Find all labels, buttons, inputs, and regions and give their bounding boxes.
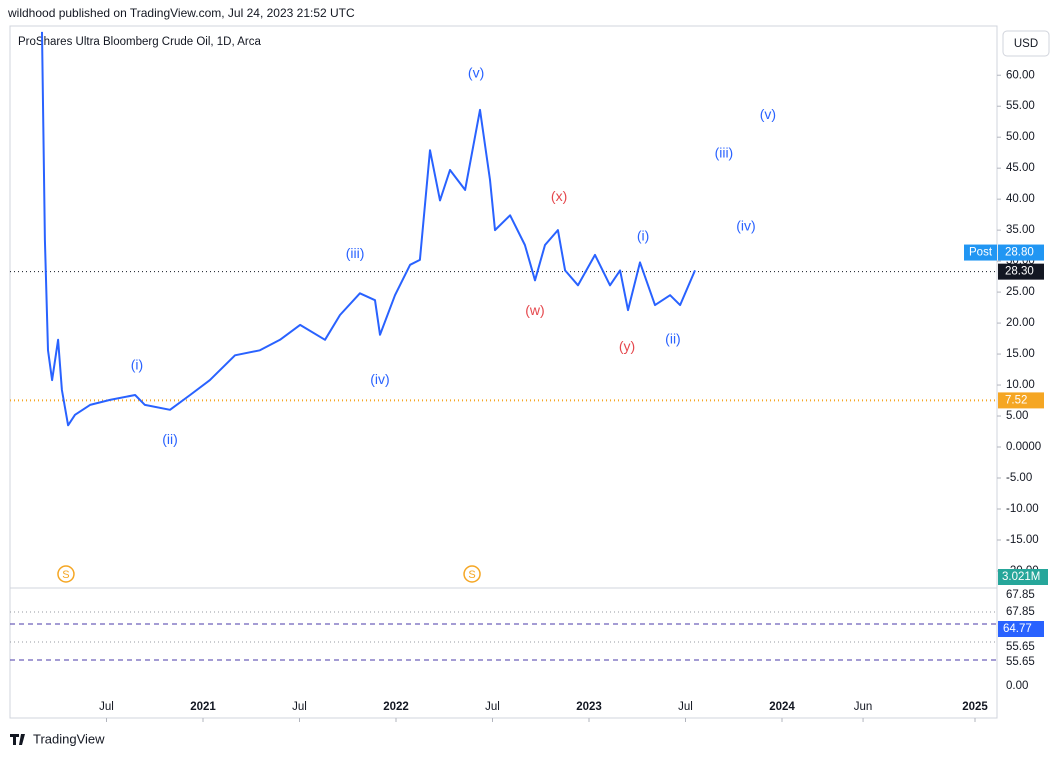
price-line-series [41,31,696,427]
x-tick-label: 2021 [190,701,216,713]
y-tick-label: 40.00 [1006,193,1035,205]
y-tick-label: 45.00 [1006,162,1035,174]
wave-label: (x) [551,188,567,204]
wave-label: (ii) [162,431,178,447]
x-tick-label: 2022 [383,701,409,713]
event-marker [463,565,481,583]
wave-label: (iv) [736,218,755,234]
wave-label: (v) [468,65,484,81]
y-tick-label: 55.00 [1006,100,1035,112]
wave-label: (iii) [346,245,365,261]
brand: TradingView [10,731,105,746]
publisher: wildhood published on TradingView.com, J… [7,6,355,20]
wave-label: (i) [637,228,649,244]
x-tick-label: Jul [292,701,307,713]
y-tick-label: 50.00 [1006,131,1035,143]
y-tick-label: 35.00 [1006,224,1035,236]
x-tick-label: 2025 [962,701,988,713]
brand-name: TradingView [33,731,105,746]
wave-label: (ii) [665,331,681,347]
x-tick-label: 2023 [576,701,602,713]
brand-logo [10,734,25,745]
wave-label: (iii) [715,145,734,161]
price-badge-bg [998,244,1044,261]
x-tick-label: Jul [485,701,500,713]
rsi-badge-bg [998,621,1044,637]
currency-button[interactable] [1002,30,1050,57]
price-badge-bg [998,392,1044,409]
x-tick-label: 2024 [769,701,795,713]
rsi-label: 67.85 [1006,606,1035,618]
post-tag: Post [969,247,993,259]
event-label: S [468,569,475,581]
wave-label: (i) [131,357,143,373]
y-tick-label: 5.00 [1006,410,1028,422]
rsi-label: 55.65 [1006,641,1035,653]
post-tag-bg [964,244,997,261]
y2-tick-label: 0.0000 [1006,441,1041,453]
rsi-label: 55.65 [1006,656,1035,668]
wave-label: (w) [525,302,544,318]
volume-badge-bg [998,569,1048,585]
event-label: S [62,569,69,581]
wave-label: (v) [760,106,776,122]
rsi-label: 0.00 [1006,680,1028,692]
price-badge-bg [998,263,1044,280]
y2-tick-label: -5.00 [1006,472,1032,484]
y-tick-label: 25.00 [1006,286,1035,298]
rsi-label: 67.85 [1006,589,1035,601]
wave-label: (iv) [370,371,389,387]
y2-tick-label: -15.00 [1006,534,1039,546]
x-tick-label: Jun [854,701,873,713]
y-tick-label: 10.00 [1006,379,1035,391]
x-tick-label: Jul [678,701,693,713]
price-badge: 7.52 [1005,394,1027,406]
x-tick-label: Jul [99,701,114,713]
y-tick-label: 60.00 [1006,69,1035,81]
y-tick-label: 20.00 [1006,317,1035,329]
price-badge: 28.80 [1005,247,1034,259]
currency[interactable]: USD [1014,38,1038,50]
price-badge: 28.30 [1005,266,1034,278]
y2-tick-label: -10.00 [1006,503,1039,515]
volume-badge: 3.021M [1002,571,1040,583]
chart-title: ProShares Ultra Bloomberg Crude Oil, 1D,… [18,36,261,48]
y-tick-label: 15.00 [1006,348,1035,360]
event-marker [57,565,75,583]
rsi-badge: 64.77 [1003,623,1032,635]
wave-label: (y) [619,338,635,354]
